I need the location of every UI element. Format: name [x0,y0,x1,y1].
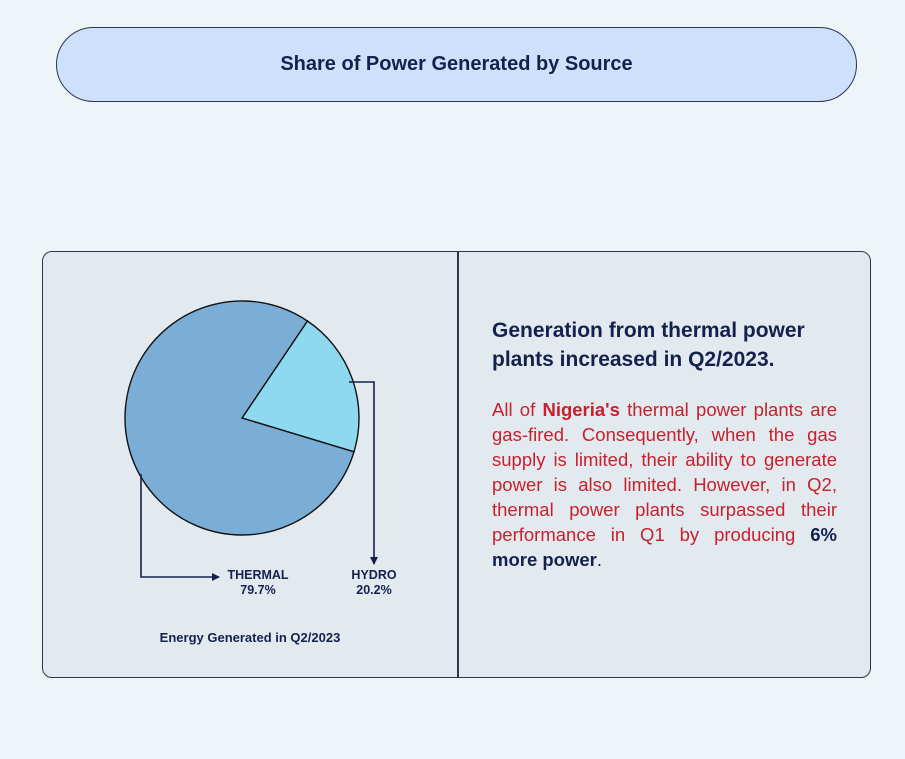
thermal-label: THERMAL [227,568,288,582]
pie-chart: THERMAL 79.7% HYDRO 20.2% [124,300,397,597]
thermal-value-label: 79.7% [240,583,275,597]
commentary-headline: Generation from thermal power plants inc… [492,319,805,371]
card-divider [457,252,459,677]
body-text-part-1: All of [492,399,543,420]
pie-slice-thermal [124,300,355,536]
body-highlight-country: Nigeria's [542,399,620,420]
body-highlight-growth: 6% more power [492,524,837,570]
page-title: Share of Power Generated by Source [280,53,633,75]
pie-slice-hydro [240,320,360,453]
page-title-banner: Share of Power Generated by Source [56,27,857,102]
hydro-leader-line [349,381,378,565]
hydro-label: HYDRO [351,568,396,582]
chart-caption: Energy Generated in Q2/2023 [159,630,341,645]
hydro-value-label: 20.2% [356,583,391,597]
body-text-part-2: thermal power plants are gas-fired. Cons… [492,399,837,545]
commentary-body: All of Nigeria's thermal power plants ar… [492,397,837,572]
thermal-leader-line [140,474,220,581]
content-card: THERMAL 79.7% HYDRO 20.2% Energy Generat… [42,251,871,678]
body-text-part-3: . [596,549,602,570]
